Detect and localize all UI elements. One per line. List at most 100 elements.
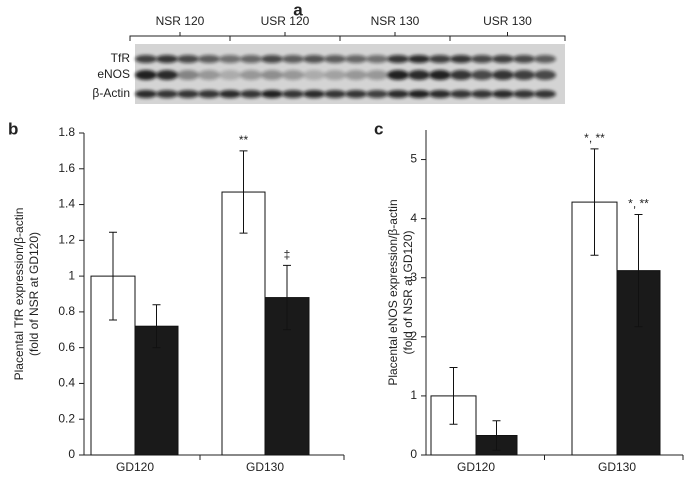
blot-band: [387, 70, 409, 80]
row-label: β-Actin: [92, 86, 130, 100]
error-bar: [590, 148, 599, 256]
blot-band: [198, 70, 220, 80]
row-label: TfR: [111, 51, 131, 65]
y-tick-label: 5: [410, 152, 417, 166]
blot-band: [450, 55, 472, 63]
blot-band: [240, 55, 262, 63]
blot-band: [219, 55, 241, 63]
blot-band: [303, 70, 325, 80]
group-bracket: [339, 32, 451, 41]
group-label: USR 120: [261, 14, 310, 28]
group-bracket: [229, 32, 341, 41]
panel-letter: b: [8, 119, 18, 138]
y-tick-label: 1.8: [58, 125, 75, 139]
blot-band: [135, 90, 157, 98]
blot-band: [408, 90, 430, 98]
blot-band: [240, 70, 262, 80]
y-tick-label: 0: [410, 447, 417, 461]
bar: [264, 297, 310, 456]
blot-band: [282, 55, 304, 63]
significance-label: *, **: [584, 131, 605, 145]
error-bar: [152, 304, 161, 349]
error-bar: [449, 367, 458, 425]
western-blot: [135, 44, 565, 104]
blot-band: [471, 70, 493, 80]
blot-band: [408, 55, 430, 63]
blot-band: [345, 90, 367, 98]
blot-band: [366, 90, 388, 98]
y-tick-label: 1: [68, 268, 75, 282]
blot-band: [387, 90, 409, 98]
blot-band: [450, 70, 472, 80]
blot-band: [219, 70, 241, 80]
row-label: eNOS: [97, 67, 130, 81]
blot-band: [492, 90, 514, 98]
blot-band: [345, 70, 367, 80]
y-tick-label: 0.4: [58, 376, 75, 390]
blot-band: [261, 90, 283, 98]
blot-band: [261, 55, 283, 63]
y-tick-label: 0: [68, 447, 75, 461]
blot-band: [366, 70, 388, 80]
group-label: NSR 130: [371, 14, 420, 28]
x-tick-label: GD120: [116, 460, 154, 474]
blot-band: [471, 55, 493, 63]
panel-letter: a: [293, 0, 303, 19]
error-bar: [283, 264, 291, 331]
blot-band: [261, 70, 283, 80]
blot-band: [177, 55, 199, 63]
blot-band: [492, 70, 514, 80]
blot-band: [303, 55, 325, 63]
panel-letter: c: [374, 119, 383, 138]
blot-band: [534, 55, 556, 63]
y-tick-label: 1: [410, 388, 417, 402]
blot-band: [513, 55, 535, 63]
y-axis-label: Placental eNOS expression/β-actin: [386, 199, 400, 385]
group-bracket: [449, 32, 566, 41]
blot-band: [198, 55, 220, 63]
blot-band: [177, 70, 199, 80]
blot-band: [282, 70, 304, 80]
blot-band: [156, 55, 178, 63]
blot-band: [366, 55, 388, 63]
y-tick-label: 0.8: [58, 304, 75, 318]
blot-band: [135, 70, 157, 80]
y-axis-label: (fold of NSR at GD120): [27, 232, 41, 356]
y-tick-label: 3: [410, 270, 417, 284]
y-tick-label: 1.2: [58, 233, 75, 247]
significance-label: **: [239, 133, 249, 147]
y-axis-label: Placental TfR expression/β-actin: [12, 208, 26, 381]
significance-label: ‡: [284, 248, 291, 262]
blot-band: [408, 70, 430, 80]
group-label: USR 130: [483, 14, 532, 28]
y-tick-label: 2: [410, 329, 417, 343]
blot-band: [156, 90, 178, 98]
blot-band: [324, 55, 346, 63]
blot-band: [429, 55, 451, 63]
blot-band: [240, 90, 262, 98]
blot-band: [513, 70, 535, 80]
error-bar: [634, 214, 643, 328]
blot-band: [324, 70, 346, 80]
error-bar: [239, 150, 248, 234]
y-tick-label: 0.2: [58, 411, 75, 425]
blot-band: [534, 70, 556, 80]
x-tick-label: GD130: [246, 460, 284, 474]
blot-band: [429, 70, 451, 80]
blot-band: [345, 55, 367, 63]
blot-band: [513, 90, 535, 98]
blot-band: [219, 90, 241, 98]
y-tick-label: 1.6: [58, 161, 75, 175]
blot-band: [177, 90, 199, 98]
blot-band: [156, 70, 178, 80]
x-tick-label: GD120: [457, 460, 495, 474]
significance-label: *, **: [628, 197, 649, 211]
y-tick-label: 0.6: [58, 340, 75, 354]
blot-band: [492, 55, 514, 63]
blot-band: [387, 55, 409, 63]
group-bracket: [129, 32, 231, 41]
blot-band: [282, 90, 304, 98]
x-tick-label: GD130: [598, 460, 636, 474]
blot-band: [303, 90, 325, 98]
